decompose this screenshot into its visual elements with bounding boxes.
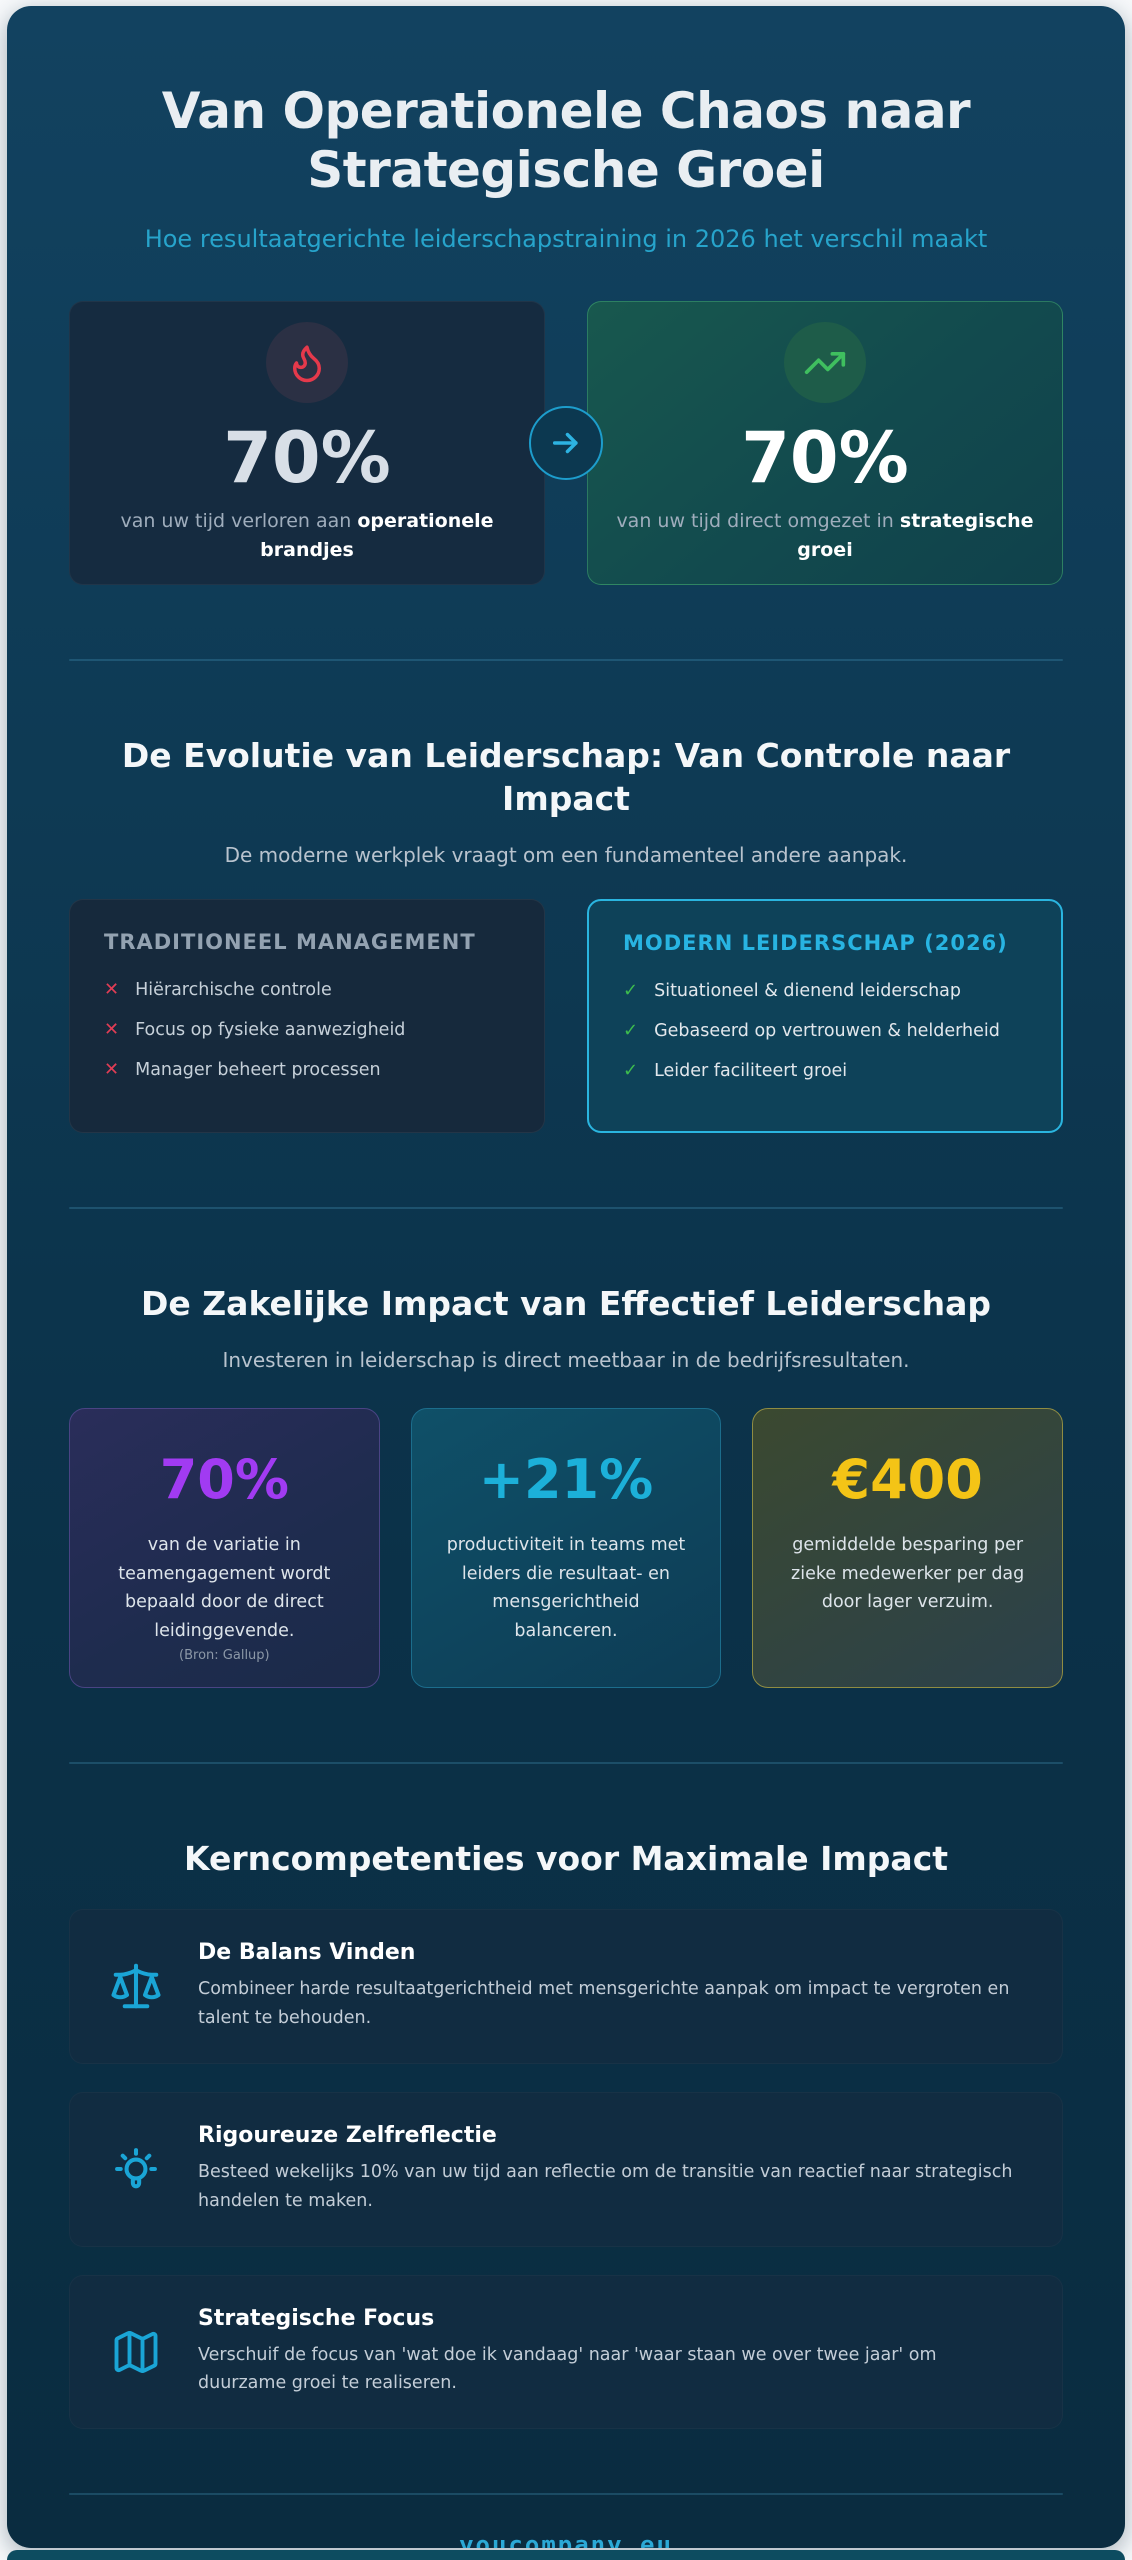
flame-icon xyxy=(286,342,328,384)
competencies-title: Kerncompetenties voor Maximale Impact xyxy=(183,1839,949,1879)
impact-subtitle: Investeren in leiderschap is direct meet… xyxy=(222,1347,910,1372)
cross-icon: ✕ xyxy=(104,1058,120,1080)
list-item-label: Manager beheert processen xyxy=(135,1059,381,1080)
stat-card-savings: €400 gemiddelde besparing per zieke mede… xyxy=(752,1407,1063,1689)
feature-row-focus: Strategische Focus Verschuif de focus va… xyxy=(69,2274,1063,2430)
hero-caption-after: van uw tijd direct omgezet in strategisc… xyxy=(604,507,1046,564)
feature-row-reflection: Rigoureuze Zelfreflectie Besteed wekelij… xyxy=(69,2091,1063,2247)
section-divider xyxy=(69,1206,1063,1209)
feature-title: De Balans Vinden xyxy=(198,1940,416,1966)
page-subtitle: Hoe resultaatgerichte leiderschapstraini… xyxy=(144,225,988,253)
list-item: ✓ Leider faciliteert groei xyxy=(623,1061,1027,1081)
impact-title: De Zakelijke Impact van Effectief Leider… xyxy=(140,1283,992,1323)
hero-caption-before-highlight: operationele brandjes xyxy=(260,510,494,561)
feature-text: Combineer harde resultaatgerichtheid met… xyxy=(198,1979,1010,2028)
feature-title: Strategische Focus xyxy=(198,2305,435,2331)
cross-icon: ✕ xyxy=(104,978,120,1000)
feature-text: Verschuif de focus van 'wat doe ik vanda… xyxy=(198,2344,937,2394)
list-item-label: Leider faciliteert groei xyxy=(654,1060,848,1081)
hero-value-after: 70% xyxy=(741,417,909,499)
arrow-right-badge xyxy=(529,406,603,480)
hero-caption-before-text: van uw tijd verloren aan xyxy=(120,510,358,532)
stat-source: (Bron: Gallup) xyxy=(179,1648,270,1664)
list-item-label: Focus op fysieke aanwezigheid xyxy=(135,1019,406,1040)
stat-value: €400 xyxy=(832,1447,983,1511)
evolution-title: De Evolutie van Leiderschap: Van Control… xyxy=(121,736,1011,818)
feature-body: De Balans Vinden Combineer harde resulta… xyxy=(198,1940,1028,2033)
check-icon: ✓ xyxy=(623,1019,639,1041)
list-item-label: Situationeel & dienend leiderschap xyxy=(654,980,962,1001)
section-divider xyxy=(69,659,1063,661)
traditional-list: ✕ Hiërarchische controle ✕ Focus op fysiek… xyxy=(104,980,510,1080)
hero-card-before: 70% van uw tijd verloren aan operationel… xyxy=(69,301,545,585)
scale-icon xyxy=(104,1959,168,2013)
stat-card-productivity: +21% productiviteit in teams met leiders… xyxy=(410,1407,722,1689)
list-item: ✕ Manager beheert processen xyxy=(104,1060,510,1080)
traditional-management-card: TRADITIONEEL MANAGEMENT ✕ Hiërarchische c… xyxy=(69,898,545,1133)
list-item: ✕ Hiërarchische controle xyxy=(104,980,510,1000)
modern-list: ✓ Situationeel & dienend leiderschap ✓ Geb… xyxy=(623,981,1027,1081)
check-icon: ✓ xyxy=(623,979,639,1001)
stat-text: van de variatie in teamengagement wordt … xyxy=(118,1534,331,1642)
footer-divider xyxy=(69,2493,1063,2496)
lightbulb-icon xyxy=(104,2142,168,2196)
list-item-label: Hiërarchische controle xyxy=(135,979,332,1000)
stat-value: 70% xyxy=(159,1447,289,1511)
modern-leadership-card: MODERN LEIDERSCHAP (2026) ✓ Situationeel … xyxy=(587,898,1063,1133)
trending-up-icon xyxy=(803,341,847,385)
modern-heading: MODERN LEIDERSCHAP (2026) xyxy=(623,930,1008,955)
stat-card-engagement: 70% van de variatie in teamengagement wo… xyxy=(69,1407,380,1689)
list-item: ✕ Focus op fysieke aanwezigheid xyxy=(104,1020,510,1040)
trending-up-icon-circle xyxy=(784,322,866,403)
feature-body: Strategische Focus Verschuif de focus va… xyxy=(198,2306,1028,2399)
arrow-right-icon xyxy=(549,426,583,460)
feature-body: Rigoureuze Zelfreflectie Besteed wekelij… xyxy=(198,2123,1028,2216)
list-item: ✓ Gebaseerd op vertrouwen & helderheid xyxy=(623,1021,1027,1041)
list-item: ✓ Situationeel & dienend leiderschap xyxy=(623,981,1027,1001)
hero-caption-after-text: van uw tijd direct omgezet in xyxy=(616,510,900,532)
hero-caption-after-highlight: strategische groei xyxy=(797,510,1034,561)
flame-icon-circle xyxy=(266,322,348,403)
stat-value: +21% xyxy=(478,1447,654,1511)
cross-icon: ✕ xyxy=(104,1018,120,1040)
brand-footer: youcompany.eu xyxy=(459,2531,673,2548)
infographic-card: Van Operationele Chaos naar Strategische… xyxy=(7,6,1125,2548)
stat-text: gemiddelde besparing per zieke medewerke… xyxy=(791,1534,1025,1613)
feature-title: Rigoureuze Zelfreflectie xyxy=(198,2122,497,2148)
section-divider xyxy=(69,1762,1063,1765)
hero-card-after: 70% van uw tijd direct omgezet in strate… xyxy=(587,301,1063,585)
feature-row-balance: De Balans Vinden Combineer harde resulta… xyxy=(69,1909,1063,2064)
evolution-comparison: TRADITIONEEL MANAGEMENT ✕ Hiërarchische c… xyxy=(69,898,1063,1133)
list-item-label: Gebaseerd op vertrouwen & helderheid xyxy=(654,1020,1000,1041)
hero-comparison: 70% van uw tijd verloren aan operationel… xyxy=(69,301,1063,585)
evolution-subtitle: De moderne werkplek vraagt om een fundam… xyxy=(224,842,908,867)
traditional-heading: TRADITIONEEL MANAGEMENT xyxy=(104,929,476,954)
impact-stats: 70% van de variatie in teamengagement wo… xyxy=(69,1407,1063,1689)
next-section-edge xyxy=(7,2550,1125,2560)
check-icon: ✓ xyxy=(623,1059,639,1081)
hero-value-before: 70% xyxy=(223,417,391,499)
hero-caption-before: van uw tijd verloren aan operationele br… xyxy=(86,507,528,564)
feature-text: Besteed wekelijks 10% van uw tijd aan re… xyxy=(198,2161,1013,2211)
map-icon xyxy=(104,2326,168,2378)
competencies-list: De Balans Vinden Combineer harde resulta… xyxy=(69,1909,1063,2430)
page-title: Van Operationele Chaos naar Strategische… xyxy=(161,82,971,199)
stat-text: productiviteit in teams met leiders die … xyxy=(446,1534,686,1642)
